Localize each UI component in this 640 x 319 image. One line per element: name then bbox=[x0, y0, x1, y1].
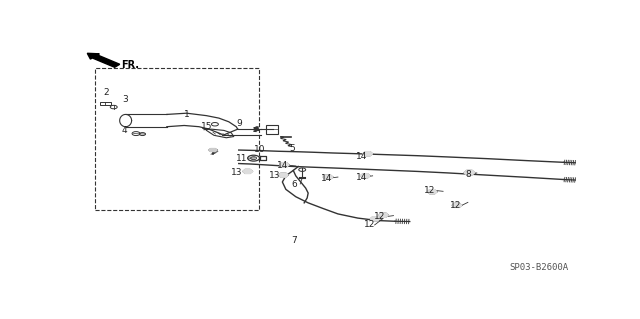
Text: 14: 14 bbox=[276, 161, 288, 170]
Polygon shape bbox=[209, 149, 218, 152]
Polygon shape bbox=[280, 163, 289, 167]
Polygon shape bbox=[323, 175, 333, 179]
Text: 12: 12 bbox=[424, 186, 435, 195]
Text: 10: 10 bbox=[254, 145, 266, 154]
Polygon shape bbox=[360, 174, 370, 178]
Polygon shape bbox=[363, 152, 372, 156]
Bar bbox=[95, 68, 259, 210]
Text: 11: 11 bbox=[236, 154, 248, 163]
Text: 12: 12 bbox=[374, 212, 386, 221]
Bar bbox=[100, 102, 111, 105]
Text: 3: 3 bbox=[122, 95, 128, 104]
Polygon shape bbox=[379, 213, 388, 217]
Text: SP03-B2600A: SP03-B2600A bbox=[509, 263, 568, 272]
Polygon shape bbox=[428, 190, 437, 194]
Text: 14: 14 bbox=[356, 152, 367, 161]
Text: 13: 13 bbox=[269, 171, 280, 180]
Polygon shape bbox=[464, 170, 475, 175]
Text: 4: 4 bbox=[122, 126, 127, 135]
Text: 12: 12 bbox=[364, 220, 375, 229]
Text: 7: 7 bbox=[291, 236, 297, 245]
Text: 1: 1 bbox=[184, 110, 189, 119]
Text: 5: 5 bbox=[289, 144, 294, 153]
Text: 9: 9 bbox=[237, 119, 243, 128]
Text: FR.: FR. bbox=[121, 60, 139, 70]
Text: 8: 8 bbox=[465, 170, 471, 179]
Polygon shape bbox=[278, 173, 288, 177]
Polygon shape bbox=[452, 203, 462, 207]
Text: 2: 2 bbox=[103, 88, 109, 97]
Text: 15: 15 bbox=[201, 122, 212, 131]
Text: 14: 14 bbox=[321, 174, 332, 183]
Polygon shape bbox=[370, 217, 380, 221]
Text: 14: 14 bbox=[356, 173, 367, 182]
FancyArrow shape bbox=[87, 53, 120, 67]
Polygon shape bbox=[243, 169, 253, 174]
Text: 13: 13 bbox=[230, 168, 242, 177]
Text: 6: 6 bbox=[291, 180, 297, 189]
Text: 12: 12 bbox=[450, 201, 461, 210]
